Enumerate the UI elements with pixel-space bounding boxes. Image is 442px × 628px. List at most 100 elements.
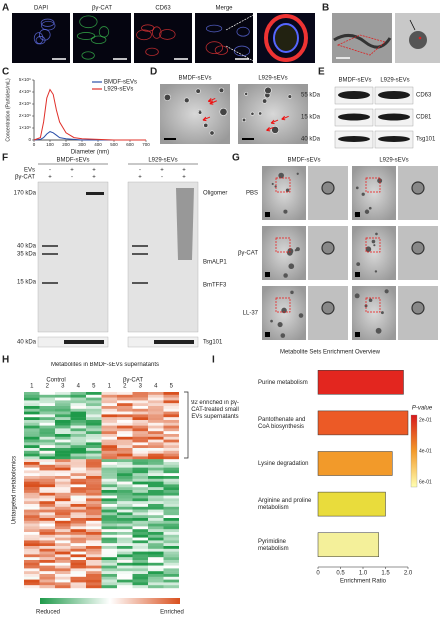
heatmap-cell	[101, 557, 117, 561]
vesicle	[283, 273, 288, 278]
heatmap-cell	[86, 456, 102, 460]
chart-title: Metabolite Sets Enrichment Overview	[280, 350, 381, 356]
heatmap-cell	[86, 532, 102, 535]
heatmap-cell	[163, 400, 179, 404]
heatmap-cell	[86, 403, 102, 407]
heatmap-cell	[86, 565, 102, 569]
heatmap-cell	[24, 456, 40, 460]
heatmap-cell	[148, 487, 164, 491]
heatmap-cell	[55, 543, 71, 547]
panel-label: C	[2, 67, 9, 78]
heatmap-cell	[163, 428, 179, 432]
heatmap-cell	[148, 478, 164, 482]
heatmap-cell	[70, 470, 86, 474]
heatmap-cell	[163, 492, 179, 496]
heatmap-cell	[55, 585, 71, 589]
heatmap-cell	[39, 512, 55, 516]
heatmap-cell	[70, 568, 86, 572]
heatmap-cell	[39, 464, 55, 468]
heatmap-cell	[70, 417, 86, 421]
vesicle	[218, 87, 225, 94]
tissue	[145, 47, 159, 56]
heatmap-cell	[101, 459, 117, 463]
heatmap-cell	[86, 422, 102, 426]
heatmap-cell	[148, 436, 164, 440]
x-tick-label: 100	[46, 142, 54, 147]
heatmap-cell	[24, 501, 40, 505]
heatmap-cell	[132, 495, 148, 499]
band	[378, 136, 410, 142]
column-label: 3	[61, 384, 65, 390]
heatmap-cell	[55, 450, 71, 454]
heatmap-cell	[70, 476, 86, 479]
heatmap-cell	[24, 557, 40, 561]
sign: +	[70, 168, 74, 174]
heatmap-cell	[117, 557, 133, 561]
heatmap-cell	[148, 417, 164, 421]
x-tick-label: 500	[110, 142, 118, 147]
heatmap-cell	[132, 515, 148, 519]
heatmap-cell	[117, 582, 133, 586]
vesicle	[219, 107, 228, 116]
scale-bar	[355, 212, 360, 217]
heatmap-cell	[24, 478, 40, 482]
heatmap-cell	[24, 585, 40, 589]
heatmap-cell	[163, 445, 179, 449]
heatmap-cell	[132, 501, 148, 505]
heatmap-cell	[163, 453, 179, 457]
heatmap-cell	[24, 518, 40, 521]
tissue	[141, 24, 155, 32]
heatmap-cell	[132, 481, 148, 485]
heatmap-cell	[24, 439, 40, 443]
heatmap-note: 92 enriched in βγ-CAT-treated small EVs …	[191, 400, 239, 420]
heatmap-cell	[70, 574, 86, 577]
arrow	[202, 116, 211, 122]
heatmap-cell	[117, 462, 133, 465]
heatmap-cell	[101, 408, 117, 412]
heatmap-cell	[55, 548, 71, 552]
vesicle	[364, 209, 370, 214]
heatmap-cell	[132, 473, 148, 477]
heatmap-cell	[39, 515, 55, 519]
tissue-zoom	[273, 23, 299, 53]
heatmap-cell	[39, 397, 55, 401]
heatmap-cell	[39, 571, 55, 575]
heatmap-cell	[39, 420, 55, 423]
heatmap-cell	[70, 576, 86, 580]
vesicle	[250, 111, 255, 116]
sign: +	[48, 175, 52, 181]
sign: -	[161, 175, 163, 181]
heatmap-cell	[117, 422, 133, 426]
heatmap-cell	[132, 574, 148, 577]
scale-label: Enriched	[160, 610, 184, 616]
heatmap-cell	[101, 422, 117, 426]
heatmap-cell	[86, 529, 102, 533]
band	[378, 91, 410, 99]
heatmap-cell	[117, 571, 133, 575]
heatmap-cell	[101, 462, 117, 465]
panel-label: G	[232, 153, 240, 164]
heatmap-cell	[117, 518, 133, 521]
heatmap-cell	[148, 428, 164, 432]
heatmap-cell	[132, 582, 148, 586]
heatmap-cell	[132, 394, 148, 398]
heatmap-cell	[39, 392, 55, 395]
panel-label: B	[322, 3, 329, 14]
heatmap-cell	[148, 425, 164, 429]
heatmap-cell	[55, 459, 71, 463]
colorbar-title: P-value	[412, 406, 433, 412]
heatmap-cell	[70, 442, 86, 446]
heatmap-cell	[117, 478, 133, 482]
heatmap-cell	[55, 462, 71, 465]
heatmap-cell	[148, 481, 164, 485]
heatmap-cell	[148, 406, 164, 409]
tissue-zoom	[264, 14, 308, 62]
heatmap-cell	[86, 582, 102, 586]
heatmap-cell	[132, 540, 148, 544]
heatmap-cell	[70, 445, 86, 449]
band	[132, 282, 148, 284]
heatmap-cell	[148, 473, 164, 477]
heatmap-cell	[101, 576, 117, 580]
category-label: Pantothenate and CoA biosynthesis	[258, 416, 306, 430]
membrane	[333, 34, 392, 49]
